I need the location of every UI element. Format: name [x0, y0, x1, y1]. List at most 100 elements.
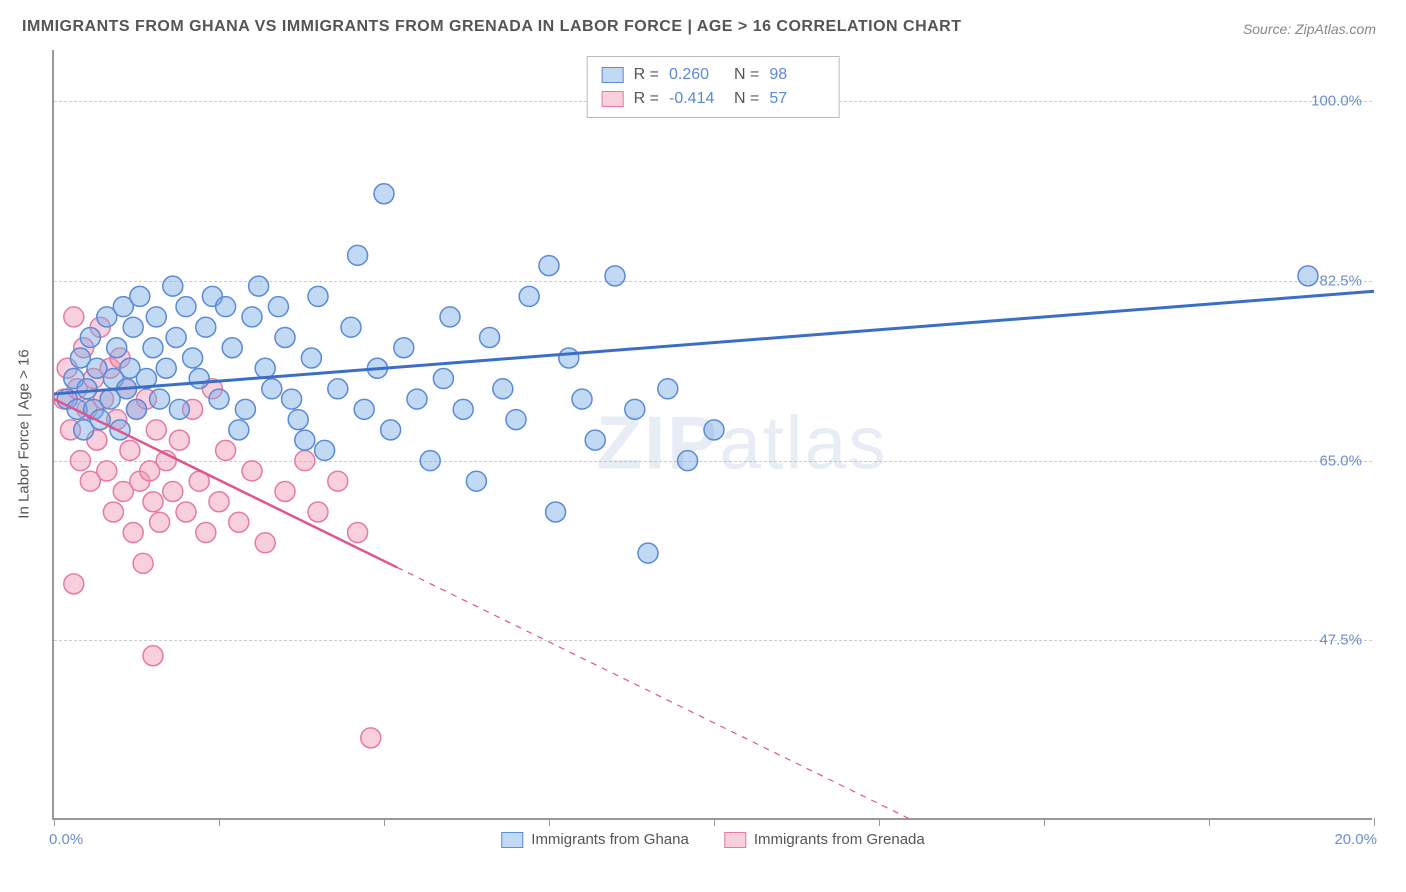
- scatter-point: [315, 440, 335, 460]
- trend-line: [397, 567, 912, 820]
- scatter-point: [341, 317, 361, 337]
- scatter-point: [169, 430, 189, 450]
- n-value-2: 57: [769, 87, 824, 111]
- scatter-point: [209, 492, 229, 512]
- scatter-point: [97, 461, 117, 481]
- scatter-point: [585, 430, 605, 450]
- scatter-point: [546, 502, 566, 522]
- scatter-point: [133, 553, 153, 573]
- x-tick: [54, 818, 55, 826]
- scatter-point: [123, 523, 143, 543]
- x-min-label: 0.0%: [49, 831, 83, 848]
- scatter-point: [282, 389, 302, 409]
- scatter-point: [107, 338, 127, 358]
- scatter-point: [120, 440, 140, 460]
- scatter-point: [216, 440, 236, 460]
- source-credit: Source: ZipAtlas.com: [1243, 21, 1376, 37]
- legend-label-1: Immigrants from Ghana: [531, 831, 689, 848]
- scatter-point: [348, 245, 368, 265]
- scatter-point: [704, 420, 724, 440]
- scatter-point: [235, 399, 255, 419]
- scatter-point: [308, 502, 328, 522]
- n-label-2: N =: [734, 87, 759, 111]
- x-tick: [714, 818, 715, 826]
- scatter-point: [216, 297, 236, 317]
- stats-legend: R = 0.260 N = 98 R = -0.414 N = 57: [587, 56, 840, 118]
- bottom-legend: Immigrants from Ghana Immigrants from Gr…: [501, 831, 924, 848]
- scatter-point: [519, 286, 539, 306]
- scatter-point: [176, 502, 196, 522]
- scatter-point: [308, 286, 328, 306]
- scatter-point: [394, 338, 414, 358]
- n-label-1: N =: [734, 63, 759, 87]
- x-tick: [1044, 818, 1045, 826]
- scatter-point: [295, 451, 315, 471]
- scatter-point: [189, 369, 209, 389]
- scatter-point: [381, 420, 401, 440]
- scatter-point: [130, 286, 150, 306]
- x-tick: [219, 818, 220, 826]
- scatter-point: [150, 389, 170, 409]
- scatter-point: [80, 327, 100, 347]
- scatter-point: [103, 502, 123, 522]
- legend-label-2: Immigrants from Grenada: [754, 831, 925, 848]
- r-label-1: R =: [634, 63, 659, 87]
- scatter-point: [420, 451, 440, 471]
- scatter-point: [1298, 266, 1318, 286]
- scatter-point: [242, 461, 262, 481]
- scatter-point: [539, 256, 559, 276]
- r-value-1: 0.260: [669, 63, 724, 87]
- scatter-point: [70, 451, 90, 471]
- scatter-point: [275, 481, 295, 501]
- r-label-2: R =: [634, 87, 659, 111]
- scatter-point: [288, 410, 308, 430]
- scatter-point: [275, 327, 295, 347]
- scatter-point: [328, 471, 348, 491]
- scatter-point: [480, 327, 500, 347]
- scatter-point: [196, 317, 216, 337]
- scatter-point: [638, 543, 658, 563]
- scatter-point: [150, 512, 170, 532]
- scatter-point: [493, 379, 513, 399]
- scatter-point: [361, 728, 381, 748]
- swatch-series1: [602, 67, 624, 83]
- legend-item-1: Immigrants from Ghana: [501, 831, 689, 848]
- scatter-point: [166, 327, 186, 347]
- y-axis-title: In Labor Force | Age > 16: [16, 349, 33, 518]
- scatter-point: [572, 389, 592, 409]
- scatter-point: [143, 646, 163, 666]
- scatter-point: [407, 389, 427, 409]
- scatter-point: [268, 297, 288, 317]
- scatter-point: [255, 533, 275, 553]
- scatter-point: [229, 512, 249, 532]
- scatter-point: [143, 492, 163, 512]
- scatter-point: [625, 399, 645, 419]
- scatter-point: [678, 451, 698, 471]
- scatter-point: [196, 523, 216, 543]
- scatter-point: [559, 348, 579, 368]
- scatter-point: [209, 389, 229, 409]
- x-tick: [879, 818, 880, 826]
- r-value-2: -0.414: [669, 87, 724, 111]
- scatter-point: [64, 574, 84, 594]
- scatter-svg: [54, 50, 1372, 818]
- scatter-point: [183, 348, 203, 368]
- scatter-point: [453, 399, 473, 419]
- legend-swatch-1: [501, 832, 523, 848]
- scatter-point: [156, 358, 176, 378]
- scatter-point: [143, 338, 163, 358]
- scatter-point: [222, 338, 242, 358]
- legend-item-2: Immigrants from Grenada: [724, 831, 925, 848]
- scatter-point: [249, 276, 269, 296]
- scatter-point: [163, 276, 183, 296]
- scatter-point: [466, 471, 486, 491]
- plot-area: In Labor Force | Age > 16 47.5%65.0%82.5…: [52, 50, 1372, 820]
- scatter-point: [163, 481, 183, 501]
- scatter-point: [605, 266, 625, 286]
- scatter-point: [176, 297, 196, 317]
- scatter-point: [64, 307, 84, 327]
- scatter-point: [242, 307, 262, 327]
- scatter-point: [169, 399, 189, 419]
- scatter-point: [328, 379, 348, 399]
- x-tick: [384, 818, 385, 826]
